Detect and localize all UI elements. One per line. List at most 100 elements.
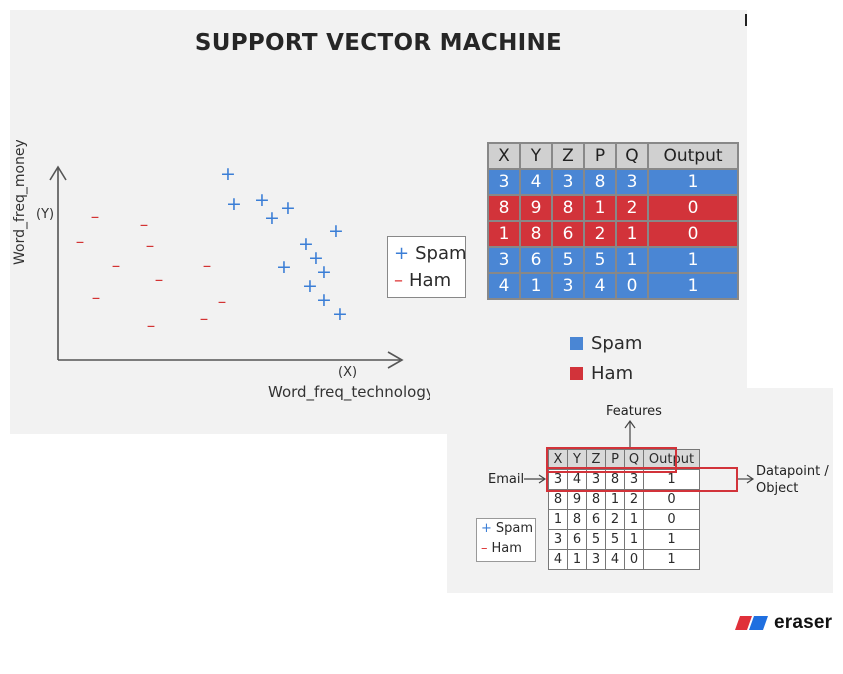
y-axis-symbol: (Y) — [36, 207, 54, 222]
ham-point: – — [112, 256, 121, 276]
table-legend: Spam Ham — [570, 328, 642, 388]
table-header-row: X Y Z P Q Output — [487, 142, 739, 170]
table-cell: 2 — [583, 220, 617, 248]
col-header: P — [583, 142, 617, 170]
table-cell: 0 — [643, 509, 700, 530]
col-header: X — [487, 142, 521, 170]
table-cell: 0 — [647, 194, 739, 222]
table-cell: 1 — [624, 509, 644, 530]
spam-point: + — [254, 189, 270, 211]
spam-point: + — [316, 289, 332, 311]
features-arrow — [624, 419, 636, 448]
legend-spam-item: Spam — [570, 328, 642, 358]
table-cell: 5 — [583, 246, 617, 274]
ham-point: – — [146, 236, 155, 256]
table-cell: 1 — [567, 549, 587, 570]
features-label: Features — [606, 404, 662, 419]
x-axis-label: Word_freq_technology — [268, 383, 430, 402]
table-cell: 3 — [548, 529, 568, 550]
table-cell: 1 — [615, 220, 649, 248]
col-header: Z — [586, 449, 606, 470]
spam-point: + — [328, 220, 344, 242]
table-cell: 3 — [615, 168, 649, 196]
table-cell: 4 — [605, 549, 625, 570]
table-cell: 2 — [605, 509, 625, 530]
table-cell: 6 — [551, 220, 585, 248]
table-cell: 1 — [643, 469, 700, 490]
table-cell: 1 — [487, 220, 521, 248]
table-cell: 8 — [487, 194, 521, 222]
col-header: P — [605, 449, 625, 470]
table-cell: 4 — [487, 272, 521, 300]
spam-point: + — [220, 163, 236, 185]
minus-icon: – — [394, 270, 403, 291]
table-cell: 4 — [583, 272, 617, 300]
table-cell: 0 — [624, 549, 644, 570]
table-cell: 1 — [605, 489, 625, 510]
legend-spam-text: Spam — [591, 332, 643, 354]
features-highlight-box — [546, 447, 677, 473]
datapoint-label-line2: Object — [756, 481, 799, 496]
spam-point: + — [280, 197, 296, 219]
datapoint-label-line1: Datapoint / — [756, 464, 829, 479]
legend-ham-text: Ham — [591, 362, 634, 384]
eraser-logo-icon — [735, 616, 768, 630]
legend-ham-item: Ham — [570, 358, 642, 388]
plus-icon: + — [394, 243, 410, 264]
legend-ham-row: – Ham — [394, 270, 451, 291]
table-cell: 5 — [586, 529, 606, 550]
annotated-header-row: X Y Z P Q Output — [548, 449, 700, 470]
table-cell: 2 — [615, 194, 649, 222]
spam-point: + — [226, 193, 242, 215]
table-cell: 3 — [624, 469, 644, 490]
table-cell: 8 — [519, 220, 553, 248]
table-cell: 4 — [519, 168, 553, 196]
spam-point: + — [308, 247, 324, 269]
table-cell: 8 — [586, 489, 606, 510]
table-cell: 3 — [487, 246, 521, 274]
table-cell: 8 — [583, 168, 617, 196]
table-cell: 8 — [567, 509, 587, 530]
col-header: X — [548, 449, 568, 470]
email-label: Email — [488, 472, 525, 487]
table-cell: 1 — [624, 529, 644, 550]
ham-point: – — [203, 256, 212, 276]
col-header: Y — [519, 142, 553, 170]
table-cell: 8 — [548, 489, 568, 510]
cut-off-mark — [745, 14, 747, 26]
table-cell: 6 — [567, 529, 587, 550]
ham-point: – — [155, 270, 164, 290]
col-header: Z — [551, 142, 585, 170]
legend-ham-label: Ham — [409, 270, 452, 291]
ham-point: – — [92, 288, 101, 308]
spam-point: + — [276, 256, 292, 278]
plot-markers: ++ ++ ++++ +++++– ––––––– ––– — [76, 163, 348, 336]
ham-swatch — [570, 366, 583, 380]
table-cell: 8 — [551, 194, 585, 222]
table-cell: 1 — [647, 272, 739, 300]
table-cell: 0 — [615, 272, 649, 300]
ham-point: – — [91, 207, 100, 227]
ham-point: – — [140, 215, 149, 235]
ham-point: – — [218, 292, 227, 312]
spam-swatch — [570, 336, 583, 350]
table-cell: 0 — [643, 489, 700, 510]
eraser-brand: eraser — [734, 612, 832, 634]
table-cell: 1 — [647, 246, 739, 274]
table-cell: 1 — [643, 529, 700, 550]
email-arrow — [524, 474, 547, 484]
table-cell: 3 — [586, 549, 606, 570]
table-cell: 1 — [548, 509, 568, 530]
brand-name: eraser — [774, 612, 833, 633]
